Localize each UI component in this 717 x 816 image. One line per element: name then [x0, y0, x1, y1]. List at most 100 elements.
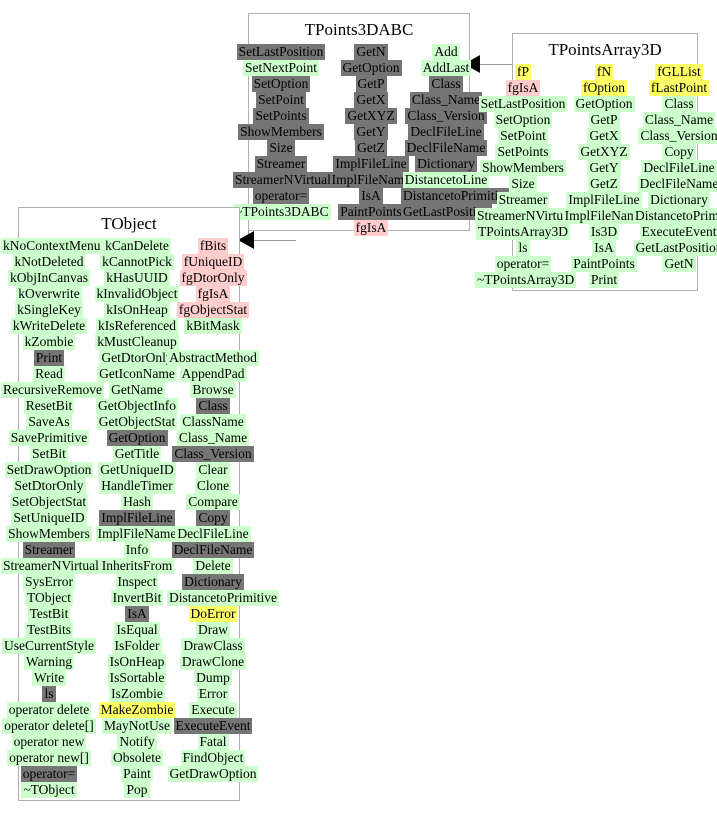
- member-cell[interactable]: GetIconName: [93, 366, 181, 382]
- member-cell[interactable]: ImplFileName: [93, 526, 181, 542]
- member-cell[interactable]: Write: [1, 670, 97, 686]
- member-cell[interactable]: TestBits: [1, 622, 97, 638]
- member-cell[interactable]: Class: [401, 76, 491, 92]
- member-cell[interactable]: GetLastPosition: [401, 204, 492, 220]
- member-cell[interactable]: StreamerNVirtual: [475, 208, 575, 224]
- member-cell[interactable]: IsEqual: [93, 622, 181, 638]
- member-cell[interactable]: GetOption: [561, 96, 647, 112]
- member-cell[interactable]: DeclFileName: [633, 176, 717, 192]
- member-cell[interactable]: Class: [167, 398, 259, 414]
- member-cell[interactable]: DistancetoPrimitive: [633, 208, 717, 224]
- member-cell[interactable]: kCanDelete: [93, 238, 181, 254]
- member-cell[interactable]: fgDtorOnly: [167, 270, 259, 286]
- member-cell[interactable]: SetNextPoint: [233, 60, 329, 76]
- member-cell[interactable]: kIsReferenced: [93, 318, 181, 334]
- member-cell[interactable]: IsZombie: [93, 686, 181, 702]
- member-cell[interactable]: ImplFileLine: [561, 192, 647, 208]
- member-cell[interactable]: DistancetoPrimitive: [167, 590, 279, 606]
- member-cell[interactable]: ShowMembers: [233, 124, 329, 140]
- member-cell[interactable]: kOverwrite: [1, 286, 97, 302]
- member-cell[interactable]: Class_Name: [633, 112, 717, 128]
- member-cell[interactable]: Draw: [167, 622, 259, 638]
- member-cell[interactable]: DeclFileName: [401, 140, 491, 156]
- member-cell[interactable]: SetLastPosition: [475, 96, 571, 112]
- member-cell[interactable]: IsA: [561, 240, 647, 256]
- member-cell[interactable]: Inspect: [93, 574, 181, 590]
- member-cell[interactable]: ResetBit: [1, 398, 97, 414]
- member-cell[interactable]: SetObjectStat: [1, 494, 97, 510]
- member-cell[interactable]: HandleTimer: [93, 478, 181, 494]
- member-cell[interactable]: AddLast: [401, 60, 491, 76]
- member-cell[interactable]: Obsolete: [93, 750, 181, 766]
- member-cell[interactable]: PaintPoints: [327, 204, 415, 220]
- member-cell[interactable]: Clear: [167, 462, 259, 478]
- member-cell[interactable]: Dictionary: [401, 156, 491, 172]
- member-cell[interactable]: AppendPad: [167, 366, 259, 382]
- member-cell[interactable]: Error: [167, 686, 259, 702]
- member-cell[interactable]: Class_Name: [401, 92, 491, 108]
- member-cell[interactable]: Print: [561, 272, 647, 288]
- member-cell[interactable]: fgIsA: [167, 286, 259, 302]
- member-cell[interactable]: Copy: [633, 144, 717, 160]
- member-cell[interactable]: DeclFileName: [167, 542, 259, 558]
- member-cell[interactable]: GetN: [633, 256, 717, 272]
- member-cell[interactable]: Streamer: [1, 542, 97, 558]
- member-cell[interactable]: InvertBit: [93, 590, 181, 606]
- member-cell[interactable]: DistancetoPrimitive: [401, 188, 513, 204]
- member-cell[interactable]: Warning: [1, 654, 97, 670]
- member-cell[interactable]: Dump: [167, 670, 259, 686]
- member-cell[interactable]: Copy: [167, 510, 259, 526]
- member-cell[interactable]: SetPoints: [475, 144, 571, 160]
- member-cell[interactable]: MayNotUse: [93, 718, 181, 734]
- member-cell[interactable]: kInvalidObject: [93, 286, 181, 302]
- member-cell[interactable]: SetLastPosition: [233, 44, 329, 60]
- member-cell[interactable]: SetDtorOnly: [1, 478, 97, 494]
- member-cell[interactable]: GetObjectInfo: [93, 398, 181, 414]
- member-cell[interactable]: SavePrimitive: [1, 430, 97, 446]
- member-cell[interactable]: ClassName: [167, 414, 259, 430]
- member-cell[interactable]: fBits: [167, 238, 259, 254]
- member-cell[interactable]: ls: [475, 240, 571, 256]
- member-cell[interactable]: fN: [561, 64, 647, 80]
- member-cell[interactable]: GetOption: [327, 60, 415, 76]
- member-cell[interactable]: IsSortable: [93, 670, 181, 686]
- member-cell[interactable]: GetX: [561, 128, 647, 144]
- member-cell[interactable]: fgObjectStat: [167, 302, 259, 318]
- member-cell[interactable]: Print: [1, 350, 97, 366]
- member-cell[interactable]: IsA: [93, 606, 181, 622]
- member-cell[interactable]: DeclFileLine: [167, 526, 259, 542]
- member-cell[interactable]: StreamerNVirtual: [233, 172, 333, 188]
- member-cell[interactable]: GetZ: [327, 140, 415, 156]
- member-cell[interactable]: kHasUUID: [93, 270, 181, 286]
- member-cell[interactable]: fGLList: [633, 64, 717, 80]
- member-cell[interactable]: SaveAs: [1, 414, 97, 430]
- member-cell[interactable]: kMustCleanup: [93, 334, 181, 350]
- member-cell[interactable]: DeclFileLine: [401, 124, 491, 140]
- member-cell[interactable]: kSingleKey: [1, 302, 97, 318]
- member-cell[interactable]: DrawClass: [167, 638, 259, 654]
- member-cell[interactable]: Class_Version: [167, 446, 259, 462]
- member-cell[interactable]: SetOption: [475, 112, 571, 128]
- member-cell[interactable]: GetY: [561, 160, 647, 176]
- member-cell[interactable]: fP: [475, 64, 571, 80]
- member-cell[interactable]: operator new: [1, 734, 97, 750]
- member-cell[interactable]: operator delete[]: [1, 718, 97, 734]
- member-cell[interactable]: GetOption: [93, 430, 181, 446]
- member-cell[interactable]: GetTitle: [93, 446, 181, 462]
- member-cell[interactable]: fgIsA: [327, 220, 415, 236]
- member-cell[interactable]: DeclFileLine: [633, 160, 717, 176]
- member-cell[interactable]: SetPoints: [233, 108, 329, 124]
- member-cell[interactable]: UseCurrentStyle: [1, 638, 97, 654]
- member-cell[interactable]: GetName: [93, 382, 181, 398]
- member-cell[interactable]: GetY: [327, 124, 415, 140]
- member-cell[interactable]: SetBit: [1, 446, 97, 462]
- member-cell[interactable]: GetDtorOnly: [93, 350, 181, 366]
- member-cell[interactable]: Clone: [167, 478, 259, 494]
- member-cell[interactable]: Is3D: [561, 224, 647, 240]
- member-cell[interactable]: IsA: [327, 188, 415, 204]
- member-cell[interactable]: DoError: [167, 606, 259, 622]
- member-cell[interactable]: TestBit: [1, 606, 97, 622]
- member-cell[interactable]: operator=: [1, 766, 97, 782]
- member-cell[interactable]: AbstractMethod: [167, 350, 259, 366]
- member-cell[interactable]: DistancetoLine: [401, 172, 491, 188]
